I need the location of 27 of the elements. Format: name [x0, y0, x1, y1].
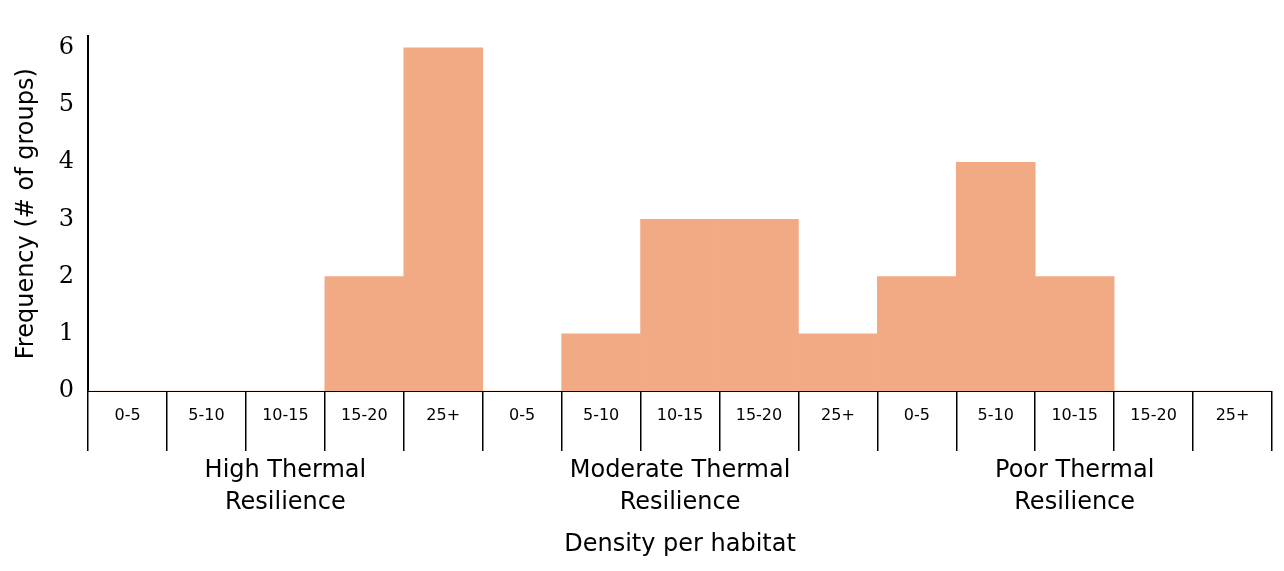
x-tick-label: 5-10 [977, 404, 1014, 424]
x-tick-label: 15-20 [735, 404, 783, 424]
y-tick-label: 1 [58, 318, 75, 347]
x-tick-label: 0-5 [509, 404, 536, 424]
x-tick-label: 10-15 [262, 404, 309, 424]
text: Moderate Thermal Resilience [569, 455, 791, 516]
x-tick-label: 10-15 [656, 404, 704, 424]
y-tick-label: 6 [58, 32, 75, 61]
y-tick-label: 0 [58, 375, 75, 404]
y-tick-label: 2 [58, 260, 75, 289]
x-tick-label: 0-5 [903, 404, 930, 424]
x-tick-label: 0-5 [114, 404, 141, 424]
x-tick-label: 5-10 [582, 404, 620, 424]
x-tick-label: 25+ [1215, 404, 1250, 424]
y-axis-title: Frequency (# of groups) [10, 68, 39, 360]
x-tick-label: 15-20 [341, 404, 388, 424]
x-tick-label: 15-20 [1130, 404, 1177, 424]
text: Poor Thermal Resilience [995, 455, 1155, 516]
x-axis-title: Density per habitat [564, 528, 796, 557]
x-tick-label: 5-10 [188, 404, 225, 424]
y-tick-label: 3 [58, 203, 75, 232]
x-tick-label: 10-15 [1051, 404, 1098, 424]
x-tick-label: 25+ [821, 404, 855, 424]
x-tick-label: 25+ [426, 404, 461, 424]
text: High Thermal Resilience [204, 455, 367, 516]
y-tick-label: 4 [58, 146, 75, 175]
y-tick-label: 5 [58, 89, 75, 118]
